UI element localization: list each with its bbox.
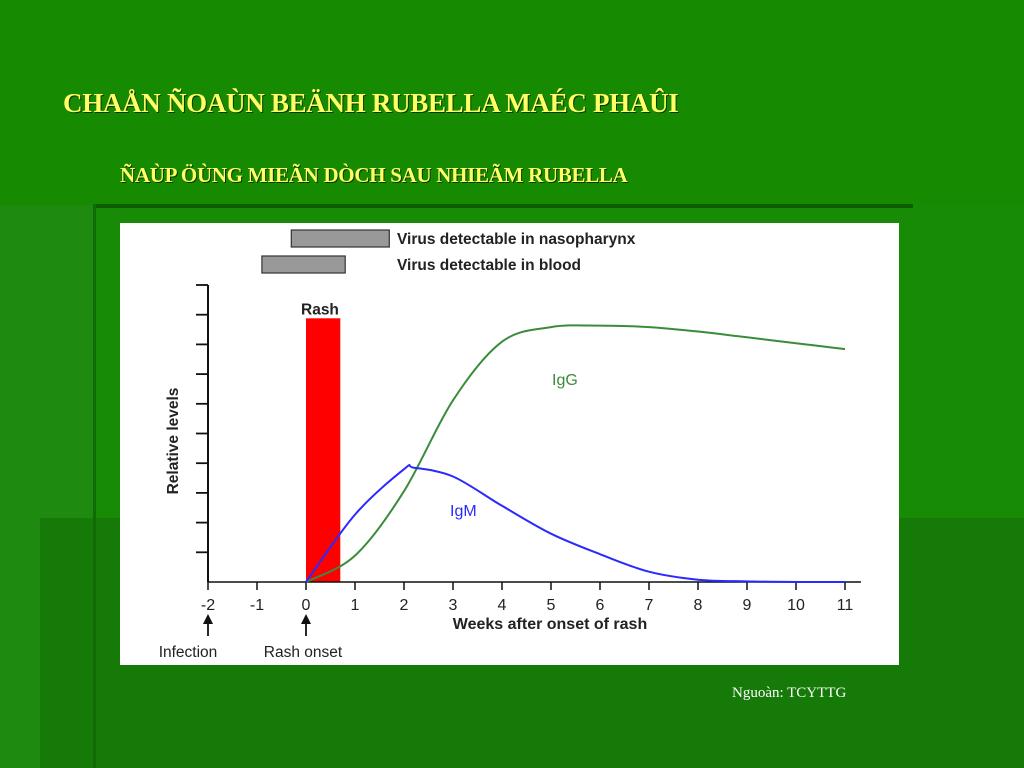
detection-bars: Virus detectable in nasopharynx Virus det… [261,229,636,274]
x-tick-label: 4 [498,597,507,614]
y-axis-title: Relative levels [165,388,182,495]
detection-bar-label: Virus detectable in blood [397,257,581,274]
marker-arrow-head [203,614,213,624]
series-line-igg [305,324,846,583]
marker-arrow-head [301,614,311,624]
x-tick-label: 2 [400,597,409,614]
rash-bar [306,318,341,582]
slide-subtitle: ÑAÙP ÖÙNG MIEÃN DÒCH SAU NHIEÃM RUBELLA [120,163,628,187]
chart-container: Virus detectable in nasopharynx Virus det… [120,223,899,665]
immune-response-chart: Virus detectable in nasopharynx Virus det… [159,229,861,661]
x-tick-label: 6 [596,597,605,614]
x-tick-label: -2 [201,597,215,614]
rash-bar-group: Rash [301,301,341,582]
series-line-igm [305,463,846,584]
x-tick-label: 5 [547,597,556,614]
divider-line [95,204,913,208]
x-tick-label: 7 [645,597,654,614]
x-tick-label: 11 [837,597,854,614]
x-tick-label: 0 [302,597,311,614]
x-tick-label: 1 [351,597,360,614]
x-axis-title: Weeks after onset of rash [453,616,647,633]
divider-vline [93,204,96,768]
marker-label: Rash onset [264,644,343,661]
x-tick-label: -1 [250,597,264,614]
x-tick-label: 3 [449,597,458,614]
detection-bar [261,255,346,274]
x-tick-label: 10 [787,597,805,614]
slide-title: CHAÅN ÑOAÙN BEÄNH RUBELLA MAÉC PHAÛI [63,88,679,118]
series-label-igm: IgM [450,503,477,520]
rash-bar-label: Rash [301,301,339,318]
marker-label: Infection [159,644,218,661]
chart-series [305,324,846,584]
chart-labels: Weeks after onset of rash Relative levels… [159,372,648,661]
detection-bar-label: Virus detectable in nasopharynx [397,231,636,248]
chart-axes: -2 -1 0 1 2 3 4 5 6 7 8 9 10 11 [196,284,861,614]
background-top [0,0,1024,205]
detection-bar [290,229,390,248]
x-tick-label: 9 [743,597,752,614]
series-label-igg: IgG [552,372,578,389]
x-tick-label: 8 [694,597,703,614]
source-credit: Nguoàn: TCYTTG [732,685,847,701]
